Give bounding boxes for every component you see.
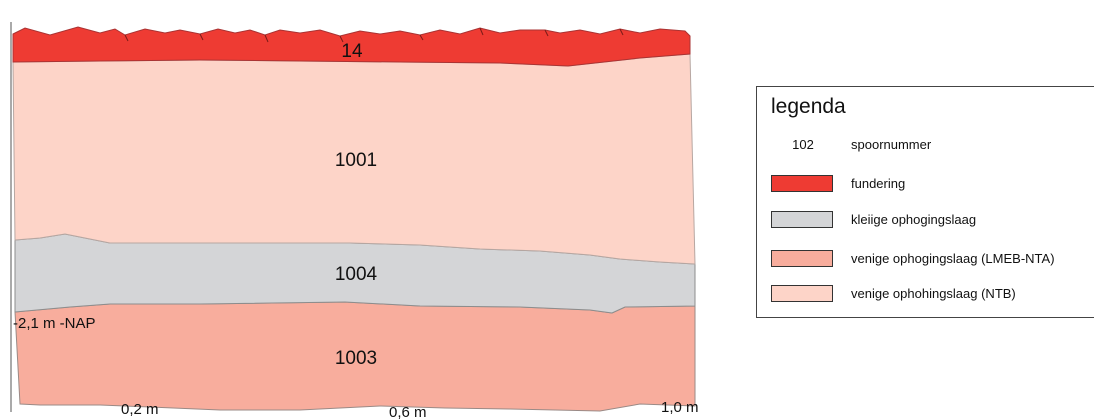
legend-label: venige ophogingslaag (LMEB-NTA) — [851, 250, 1055, 266]
layer-label-1003: 1003 — [335, 348, 377, 369]
legend-label: kleiige ophogingslaag — [851, 211, 977, 227]
legend-title: legenda — [771, 95, 846, 118]
layer-label-14: 14 — [341, 41, 363, 62]
layer-label-1001: 1001 — [335, 150, 377, 171]
scale-label-0-2: 0,2 m — [121, 401, 159, 418]
depth-marker: -2,1 m -NAP — [13, 315, 96, 332]
legend-item-venige-lmeb-nta: venige ophogingslaag (LMEB-NTA) — [771, 248, 1055, 268]
legend-swatch-venige-ntb — [771, 284, 833, 302]
legend-swatch-fundering — [771, 174, 833, 192]
legend-item-fundering: fundering — [771, 173, 905, 193]
scale-label-1-0: 1,0 m — [661, 399, 699, 416]
legend-label: venige ophohingslaag (NTB) — [851, 285, 1016, 301]
legend-item-venige-ntb: venige ophohingslaag (NTB) — [771, 283, 1016, 303]
legend-swatch-kleiige — [771, 210, 833, 228]
layer-label-1004: 1004 — [335, 264, 378, 285]
foundation-notches — [124, 27, 624, 43]
legend-box: legenda 102 spoornummer fundering kleiig… — [756, 86, 1094, 318]
scale-label-0-6: 0,6 m — [389, 404, 427, 419]
legend-label: fundering — [851, 175, 906, 191]
layer-14 — [12, 26, 691, 67]
legend-item-kleiige: kleiige ophogingslaag — [771, 209, 976, 229]
legend-item-spoornummer: 102 spoornummer — [771, 134, 931, 154]
legend-label: spoornummer — [851, 136, 932, 152]
legend-swatch-venige-lmeb-nta — [771, 249, 833, 267]
legend-symbol-102: 102 — [792, 136, 814, 152]
